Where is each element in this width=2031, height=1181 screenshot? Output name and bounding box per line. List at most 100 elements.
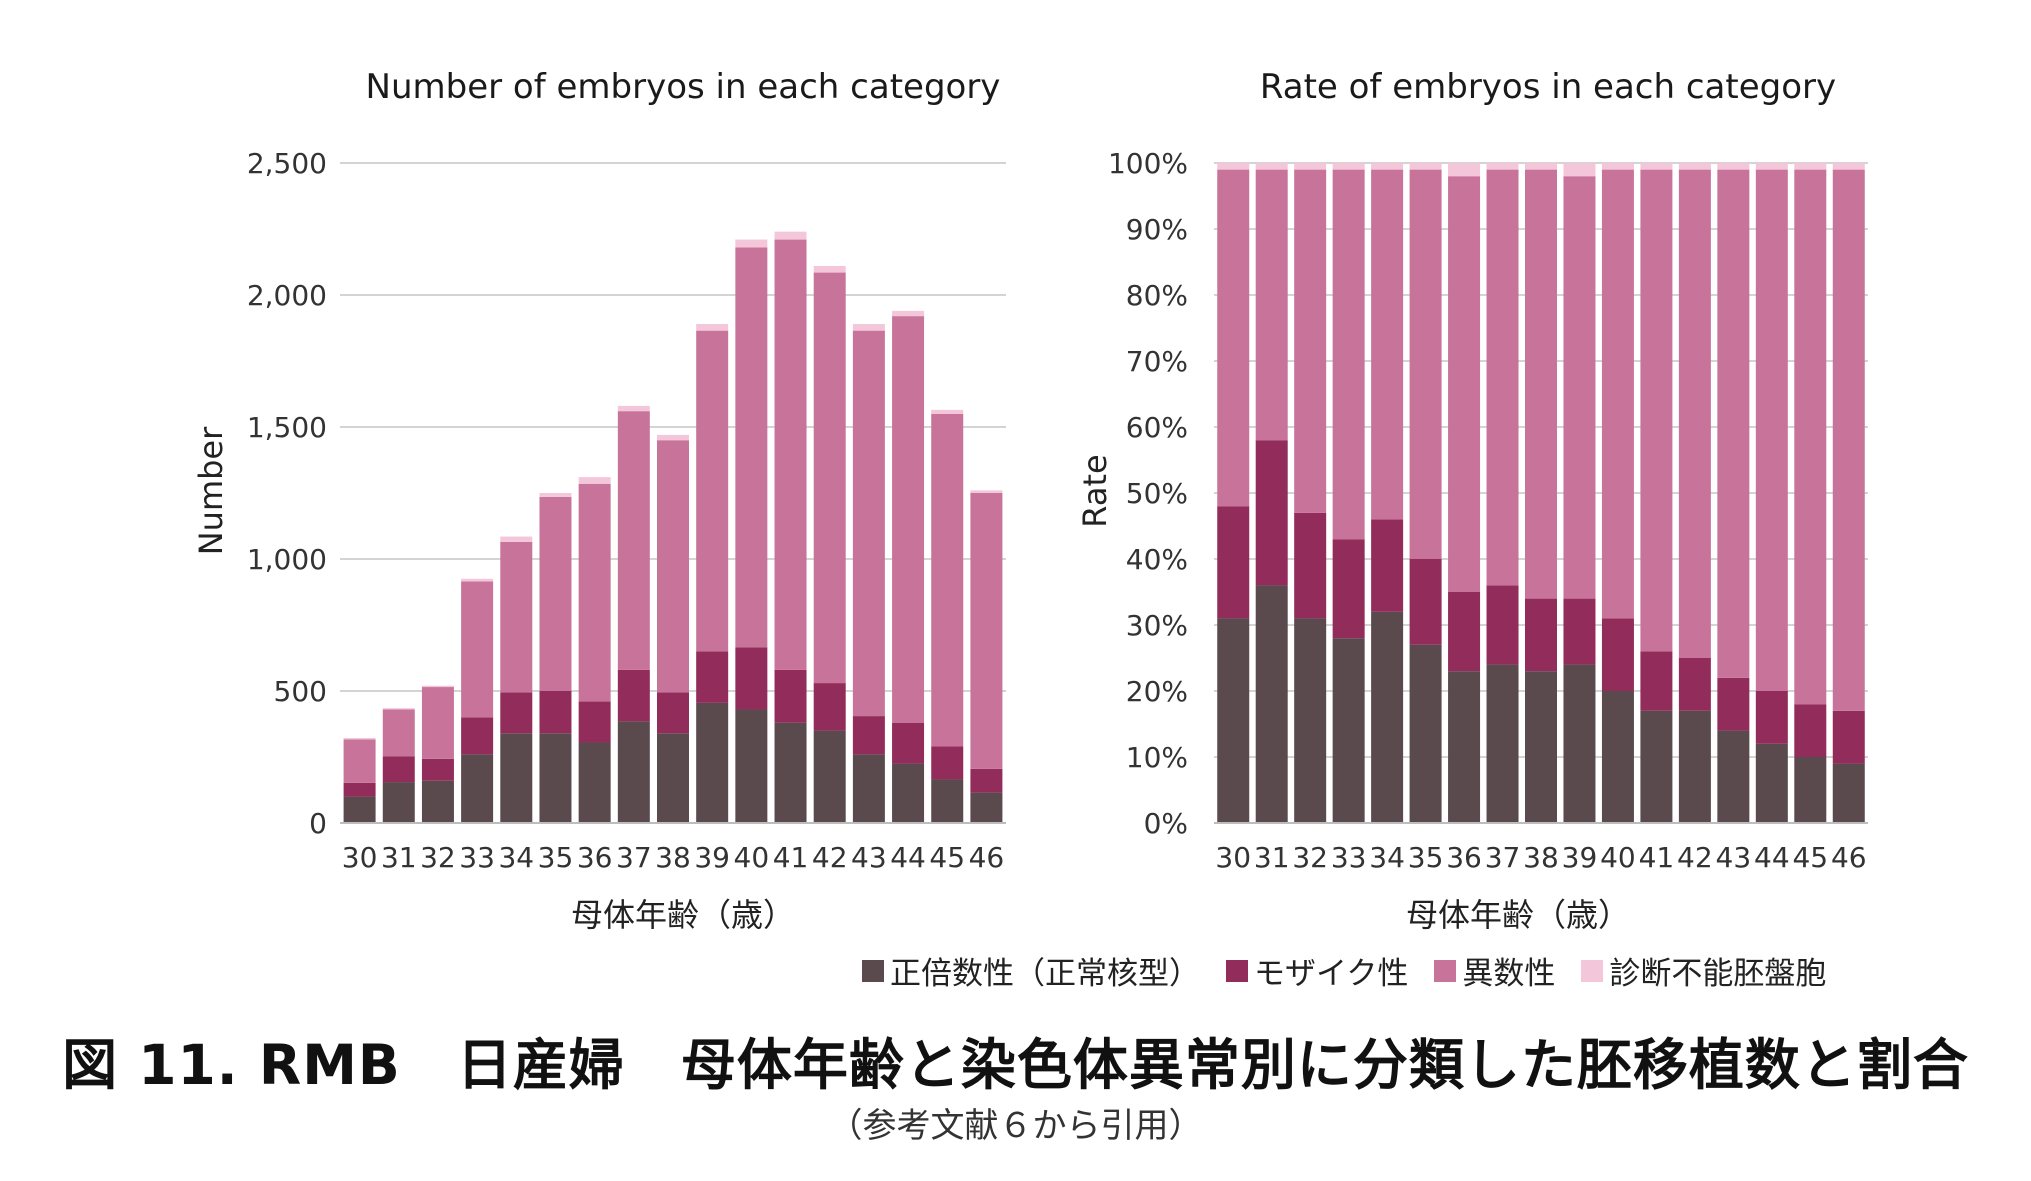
y-tick-label: 50% [1126, 477, 1188, 510]
bar-segment [852, 324, 885, 331]
x-tick-label: 42 [812, 841, 848, 874]
bar-segment [1640, 163, 1673, 170]
bar-segment [1832, 710, 1865, 764]
bar-segment [617, 405, 650, 412]
y-tick-label: 80% [1126, 279, 1188, 312]
x-tick-label: 41 [773, 841, 809, 874]
bar-segment [343, 739, 376, 783]
x-tick-label: 39 [1562, 841, 1598, 874]
x-tick-label: 43 [1716, 841, 1752, 874]
bar-segment [892, 722, 925, 764]
x-tick-label: 33 [1331, 841, 1367, 874]
bar-segment [813, 683, 846, 731]
bar-segment [1525, 169, 1557, 599]
y-axis-label: Number [192, 426, 230, 555]
bar-segment [1755, 691, 1788, 744]
x-tick-label: 34 [498, 841, 534, 874]
y-tick-label: 500 [274, 675, 327, 708]
bar-segment [421, 687, 454, 759]
bar-segment [1717, 677, 1750, 731]
bar-segment [1217, 618, 1250, 823]
bar-segment [539, 733, 572, 823]
y-tick-label: 60% [1126, 411, 1188, 444]
y-axis-label: Rate [1076, 454, 1114, 527]
bar-segment [696, 324, 729, 331]
bar-segment [931, 409, 964, 414]
y-tick-label: 2,000 [247, 279, 327, 312]
bar-segment [774, 669, 807, 723]
x-tick-label: 36 [1446, 841, 1482, 874]
bar-segment [1563, 163, 1596, 177]
bar-segment [1794, 757, 1827, 823]
bar-segment [813, 265, 846, 273]
bar-segment [1717, 169, 1750, 678]
bar-segment [1294, 512, 1327, 619]
bar-segment [1255, 169, 1288, 441]
bar-segment [1486, 163, 1519, 170]
bar-segment [1217, 169, 1250, 507]
x-tick-label: 32 [420, 841, 456, 874]
bar-segment [774, 239, 807, 670]
x-tick-label: 45 [929, 841, 965, 874]
x-tick-label: 46 [1831, 841, 1867, 874]
y-tick-label: 90% [1126, 213, 1188, 246]
charts-area: Number of embryos in each category Numbe… [192, 67, 1868, 934]
bar-segment [1678, 658, 1711, 711]
bar-segment [1371, 611, 1404, 823]
bar-segment [539, 496, 572, 691]
legend-label: 異数性 [1462, 956, 1556, 992]
chart-title: Number of embryos in each category [366, 67, 1001, 107]
bar-segment [461, 578, 494, 582]
bar-segment [1794, 704, 1827, 757]
bar-segment [1794, 169, 1827, 705]
bar-segment [774, 231, 807, 240]
bar-segment [1371, 519, 1404, 612]
bar-segment [970, 490, 1003, 493]
bar-segment [1486, 169, 1519, 586]
number-chart: Number of embryos in each category Numbe… [192, 67, 1006, 934]
bar-segment [1332, 163, 1365, 170]
x-tick-label: 30 [342, 841, 378, 874]
bar-segment [1332, 539, 1365, 639]
x-tick-label: 44 [1754, 841, 1790, 874]
bar-segment [1294, 618, 1327, 823]
bar-segment [1294, 169, 1327, 513]
y-tick-label: 70% [1126, 345, 1188, 378]
bar-segment [1717, 730, 1750, 823]
bar-segment [500, 692, 533, 734]
bar-segment [657, 434, 689, 441]
bar-segment [970, 493, 1003, 769]
bar-segment [382, 782, 415, 823]
rate-chart: Rate of embryos in each category Rate 母体… [1076, 67, 1868, 934]
bar-segment [1448, 671, 1481, 823]
bar-segment [970, 792, 1003, 823]
bar-segment [852, 754, 885, 823]
bar-segment [852, 330, 885, 717]
y-tick-label: 2,500 [247, 147, 327, 180]
x-tick-label: 44 [890, 841, 926, 874]
bar-segment [1255, 440, 1288, 586]
bar-segment [1217, 506, 1250, 619]
bar-segment [421, 780, 454, 823]
x-tick-label: 31 [381, 841, 417, 874]
bar-segment [1486, 664, 1519, 823]
bar-segment [735, 239, 768, 248]
bar-segment [1255, 585, 1288, 823]
x-tick-label: 37 [1485, 841, 1521, 874]
y-tick-label: 0% [1144, 807, 1188, 840]
bar-segment [1832, 163, 1865, 170]
bar-segment [578, 477, 611, 484]
bar-segment [539, 691, 572, 734]
bar-segment [1678, 710, 1711, 823]
x-tick-label: 33 [459, 841, 495, 874]
bar-segment [892, 763, 925, 823]
legend-item-euploid: 正倍数性（正常核型） [862, 948, 1200, 993]
bar-segment [1409, 559, 1442, 645]
bar-segment [696, 651, 729, 703]
legend-item-mosaic: モザイク性 [1226, 948, 1408, 993]
bar-segment [1717, 163, 1750, 170]
bar-segment [461, 717, 494, 755]
bar-segment [1563, 664, 1596, 823]
bar-segment [1448, 592, 1481, 672]
bar-segment [657, 733, 689, 823]
